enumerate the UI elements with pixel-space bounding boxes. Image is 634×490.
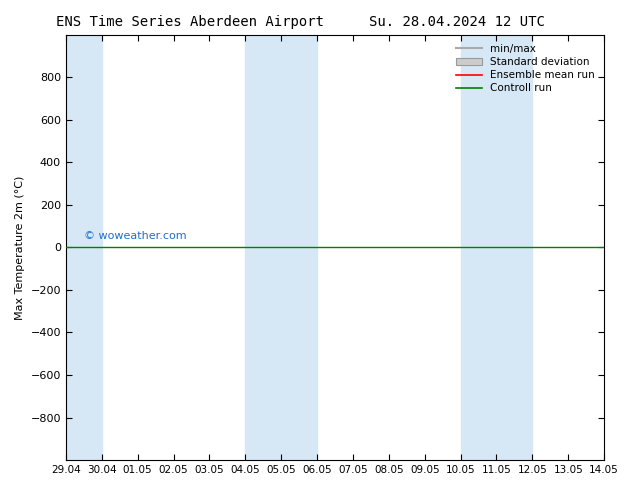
- Bar: [461, 35, 533, 460]
- Y-axis label: Max Temperature 2m (°C): Max Temperature 2m (°C): [15, 175, 25, 319]
- Text: © woweather.com: © woweather.com: [84, 231, 186, 241]
- Text: ENS Time Series Aberdeen Airport: ENS Time Series Aberdeen Airport: [56, 15, 324, 29]
- Legend: min/max, Standard deviation, Ensemble mean run, Controll run: min/max, Standard deviation, Ensemble me…: [451, 40, 599, 98]
- Bar: [66, 35, 102, 460]
- Bar: [245, 35, 317, 460]
- Text: Su. 28.04.2024 12 UTC: Su. 28.04.2024 12 UTC: [368, 15, 545, 29]
